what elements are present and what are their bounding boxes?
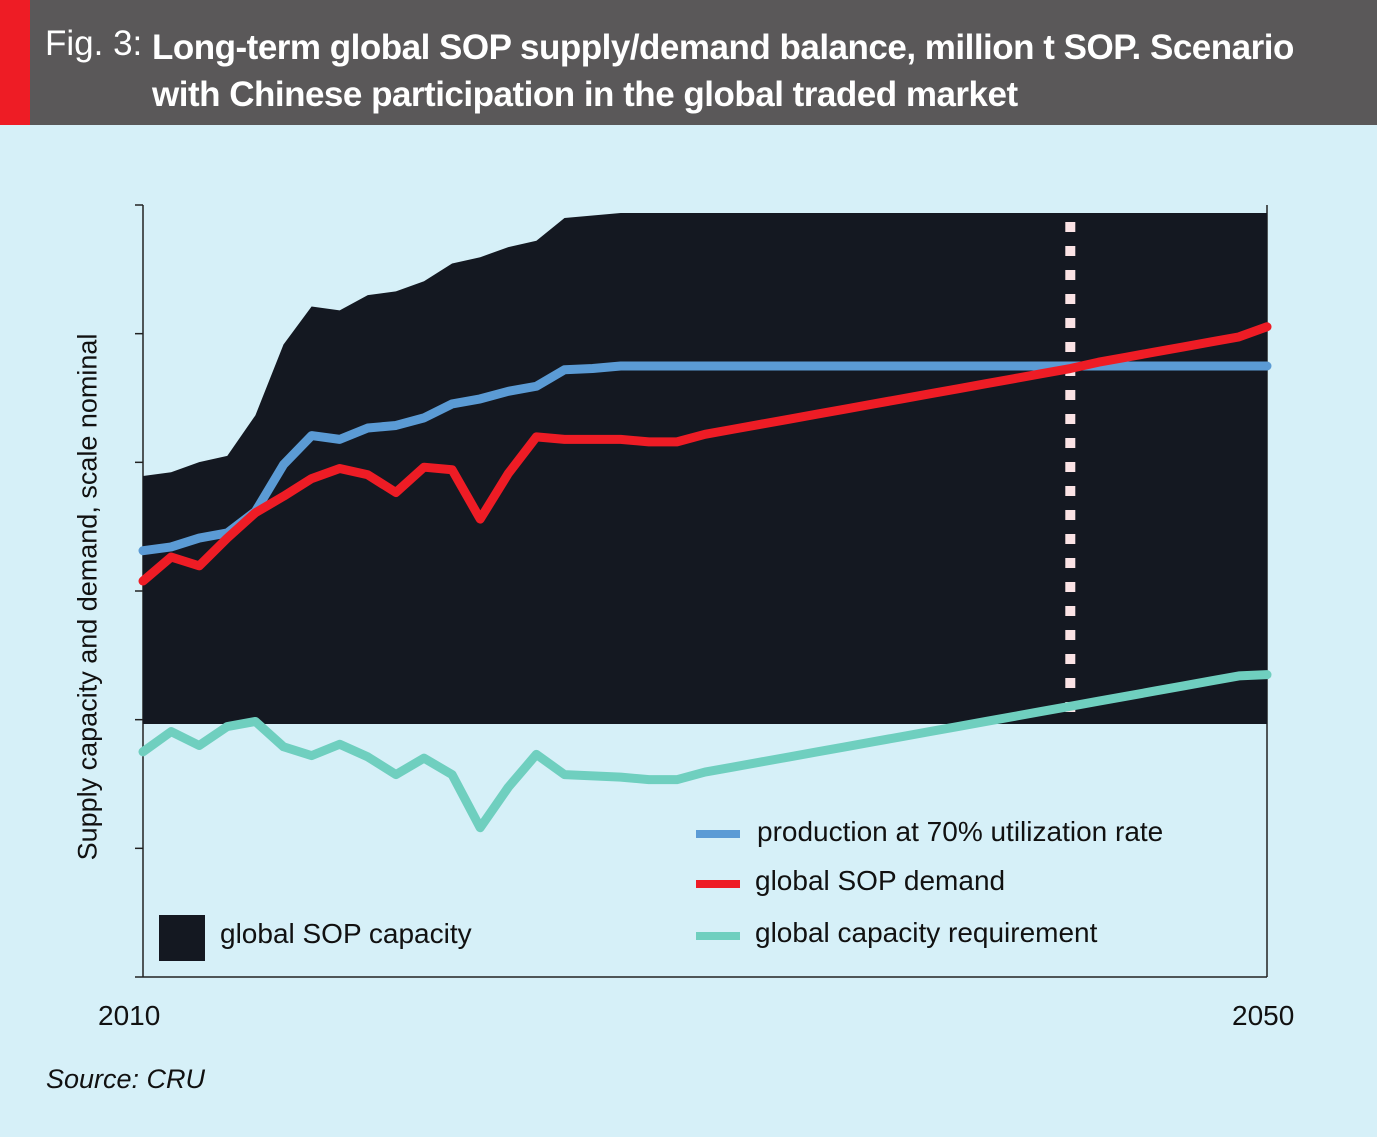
figure-header: Fig. 3: Long-term global SOP supply/dema… [0, 0, 1377, 125]
y-axis-label: Supply capacity and demand, scale nomina… [72, 333, 103, 861]
requirement-line [138, 670, 1272, 833]
capacity-area [143, 212, 1267, 724]
chart-title: Long-term global SOP supply/demand balan… [152, 28, 1294, 114]
legend-label-demand: global SOP demand [755, 865, 1006, 896]
figure-label: Fig. 3: [45, 24, 143, 63]
legend-label-capacity: global SOP capacity [220, 918, 472, 949]
x-tick-label-start: 2010 [98, 1000, 161, 1031]
legend-label-requirement: global capacity requirement [755, 917, 1098, 948]
source-note: Source: CRU [46, 1064, 206, 1094]
header-accent-bar [0, 0, 30, 125]
demand-line [138, 322, 1272, 586]
legend-label-production: production at 70% utilization rate [757, 816, 1164, 847]
legend-swatch-capacity [159, 915, 205, 961]
x-tick-label-end: 2050 [1232, 1000, 1295, 1031]
